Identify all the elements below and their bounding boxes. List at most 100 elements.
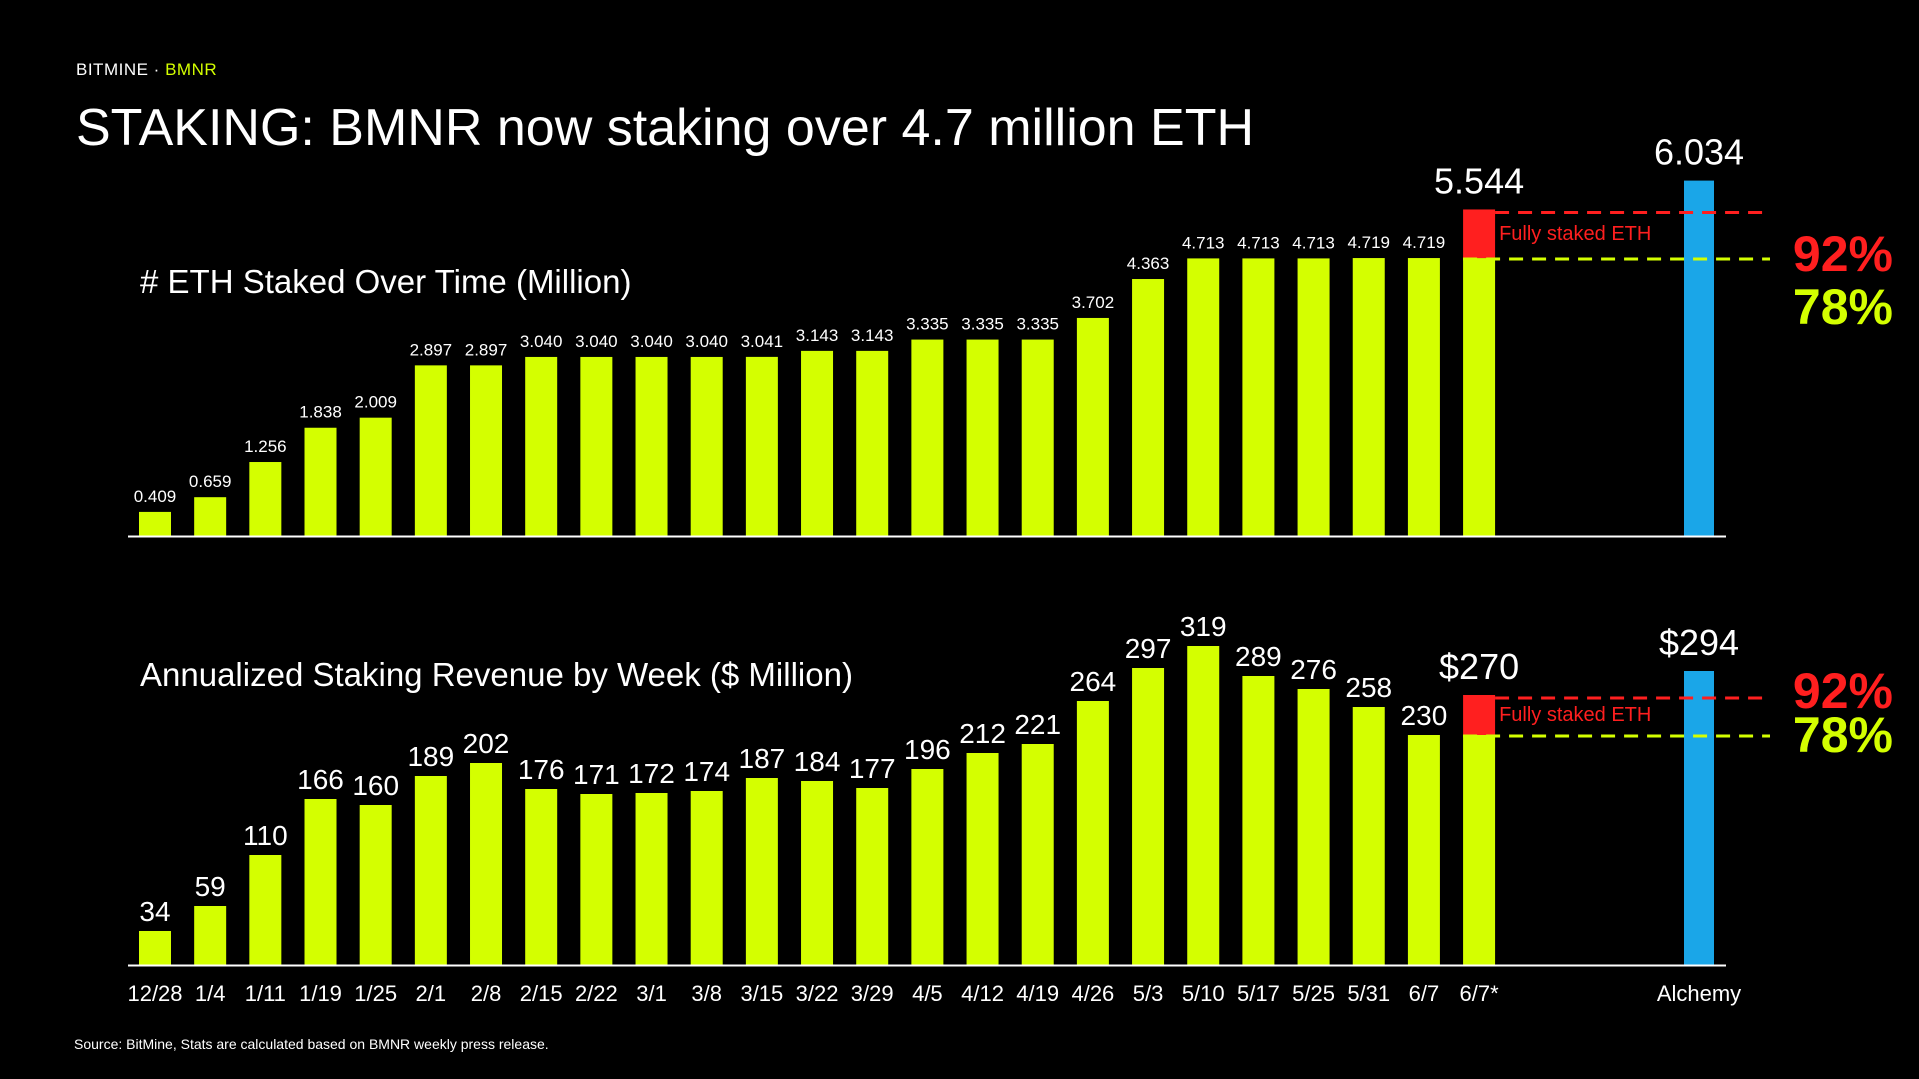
- x-tick-label-21: 5/25: [1292, 981, 1335, 1006]
- panel-1-bar-21: [1297, 689, 1330, 965]
- panel-0-value-label-8: 3.040: [575, 332, 618, 351]
- panel-0-bar-19: [1187, 258, 1220, 536]
- panel-0-value-label-21: 4.713: [1292, 233, 1335, 252]
- panel-1-bar-1: [194, 906, 227, 965]
- x-tick-label-23: 6/7: [1409, 981, 1440, 1006]
- panel-1-alchemy-bar: [1684, 671, 1714, 965]
- x-tick-label-1: 1/4: [195, 981, 226, 1006]
- panel-1-bar-23: [1407, 735, 1440, 965]
- panel-0-bar-24: [1463, 258, 1496, 536]
- x-tick-label-4: 1/25: [354, 981, 397, 1006]
- x-tick-label-16: 4/19: [1016, 981, 1059, 1006]
- panel-1-bar-18: [1132, 668, 1165, 965]
- x-tick-label-alchemy: Alchemy: [1657, 981, 1741, 1006]
- panel-1-value-label-1: 59: [195, 871, 226, 902]
- panel-0-value-label-19: 4.713: [1182, 233, 1225, 252]
- panel-1-bar-7: [525, 789, 558, 965]
- panel-0-value-label-1: 0.659: [189, 472, 232, 491]
- panel-0-title: # ETH Staked Over Time (Million): [140, 263, 631, 300]
- panel-1-bar-4: [359, 805, 392, 965]
- panel-0-bar-15: [966, 339, 999, 536]
- panel-0-value-label-0: 0.409: [134, 487, 177, 506]
- panel-0-value-label-12: 3.143: [796, 326, 839, 345]
- panel-1-fully-staked-value: $270: [1439, 646, 1519, 687]
- panel-1-value-label-5: 189: [407, 741, 454, 772]
- panel-0-bar-17: [1076, 317, 1109, 536]
- panel-1-value-label-21: 276: [1290, 654, 1337, 685]
- panel-0-bar-11: [745, 356, 778, 536]
- panel-1-bar-9: [635, 793, 668, 965]
- x-tick-label-11: 3/15: [740, 981, 783, 1006]
- panel-0-bar-8: [580, 356, 613, 536]
- panel-1-value-label-17: 264: [1070, 666, 1117, 697]
- panel-0-bar-16: [1021, 339, 1054, 536]
- panel-1-value-label-20: 289: [1235, 641, 1282, 672]
- panel-1-bar-20: [1242, 676, 1275, 965]
- panel-1-bar-13: [856, 788, 889, 965]
- brand-separator: ·: [148, 60, 166, 79]
- x-tick-label-6: 2/8: [471, 981, 502, 1006]
- panel-1-bar-24: [1463, 735, 1496, 965]
- x-tick-label-14: 4/5: [912, 981, 943, 1006]
- panel-0-value-label-3: 1.838: [299, 403, 342, 422]
- panel-1-bar-22: [1352, 707, 1385, 965]
- panel-1-bar-2: [249, 855, 282, 965]
- panel-1-value-label-16: 221: [1014, 709, 1061, 740]
- panel-0-fully-staked-value: 5.544: [1434, 160, 1524, 201]
- panel-1-value-label-0: 34: [139, 896, 170, 927]
- x-tick-label-24: 6/7*: [1460, 981, 1500, 1006]
- panel-0-bar-23: [1407, 258, 1440, 536]
- panel-0-value-label-5: 2.897: [410, 340, 453, 359]
- panel-0-bar-3: [304, 427, 337, 536]
- panel-0-bar-2: [249, 462, 282, 536]
- panel-1-bar-11: [745, 778, 778, 965]
- panel-0-value-label-22: 4.719: [1347, 233, 1390, 252]
- x-tick-label-13: 3/29: [851, 981, 894, 1006]
- panel-0-value-label-6: 2.897: [465, 340, 508, 359]
- panel-0-value-label-18: 4.363: [1127, 254, 1170, 273]
- panel-1-alchemy-value: $294: [1659, 622, 1739, 663]
- panel-1-value-label-6: 202: [463, 728, 510, 759]
- panel-0-bar-12: [801, 350, 834, 536]
- brand-ticker: BMNR: [165, 60, 218, 79]
- panel-1-pct-92: 92%: [1793, 663, 1893, 719]
- panel-0-bar-5: [414, 365, 447, 536]
- x-tick-label-15: 4/12: [961, 981, 1004, 1006]
- panel-1-bar-17: [1076, 701, 1109, 965]
- panel-0-bar-18: [1132, 279, 1165, 536]
- panel-0-bar-21: [1297, 258, 1330, 536]
- panel-1-value-label-19: 319: [1180, 611, 1227, 642]
- panel-1-bar-10: [690, 791, 723, 965]
- panel-1-bar-0: [139, 931, 171, 965]
- x-tick-label-8: 2/22: [575, 981, 618, 1006]
- panel-1-bar-19: [1187, 646, 1220, 965]
- x-tick-label-17: 4/26: [1071, 981, 1114, 1006]
- panel-0-value-label-20: 4.713: [1237, 233, 1280, 252]
- panel-0-bar-22: [1352, 258, 1385, 536]
- panel-0-value-label-9: 3.040: [630, 332, 673, 351]
- panel-0-bar-4: [359, 417, 392, 536]
- x-tick-label-10: 3/8: [691, 981, 722, 1006]
- brand-line: BITMINE · BMNR: [76, 60, 217, 80]
- x-tick-label-0: 12/28: [127, 981, 182, 1006]
- panel-0-bar-20: [1242, 258, 1275, 536]
- panel-0-value-label-13: 3.143: [851, 326, 894, 345]
- panel-1-value-label-15: 212: [959, 718, 1006, 749]
- x-tick-label-7: 2/15: [520, 981, 563, 1006]
- panel-1-title: Annualized Staking Revenue by Week ($ Mi…: [140, 656, 853, 693]
- panel-1-bar-6: [470, 763, 503, 965]
- panel-1-fully-staked-block: [1463, 695, 1496, 735]
- x-tick-label-19: 5/10: [1182, 981, 1225, 1006]
- panel-1-value-label-23: 230: [1401, 700, 1448, 731]
- panel-0-value-label-7: 3.040: [520, 332, 563, 351]
- panel-1-bar-8: [580, 794, 613, 965]
- panel-1-value-label-12: 184: [794, 746, 841, 777]
- panel-1-bar-3: [304, 799, 337, 965]
- x-tick-label-12: 3/22: [796, 981, 839, 1006]
- panel-0-bar-0: [139, 511, 171, 536]
- panel-1-value-label-22: 258: [1345, 672, 1392, 703]
- panel-1-value-label-3: 166: [297, 764, 344, 795]
- panel-1-value-label-11: 187: [739, 743, 786, 774]
- x-tick-label-9: 3/1: [636, 981, 667, 1006]
